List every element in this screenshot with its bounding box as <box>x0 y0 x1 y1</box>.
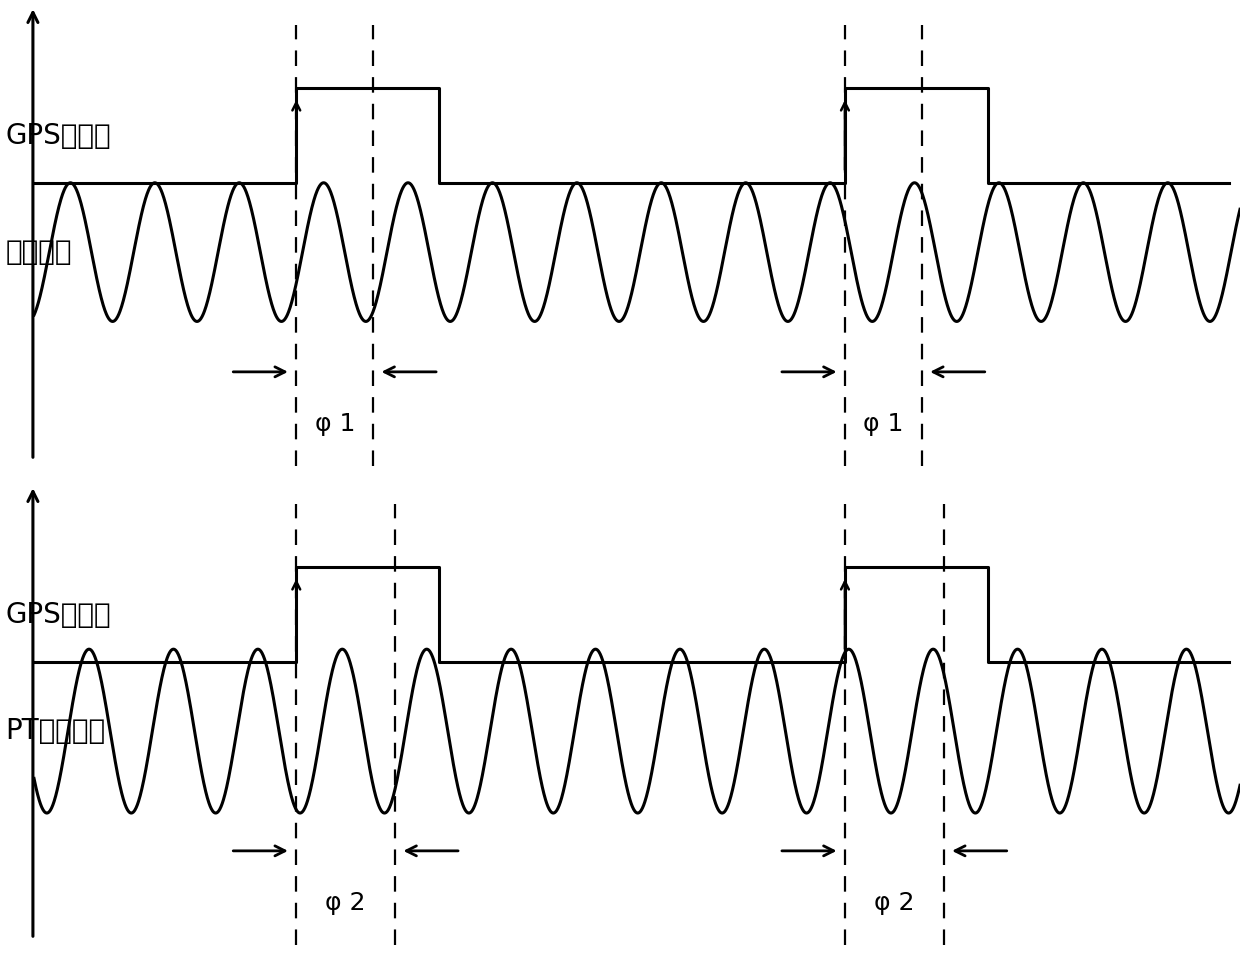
Text: PT参考信号: PT参考信号 <box>5 718 105 745</box>
Text: φ 1: φ 1 <box>863 412 904 436</box>
Text: 泄露电流: 泄露电流 <box>5 239 72 266</box>
Text: GPS秒脉冲: GPS秒脉冲 <box>5 122 112 149</box>
Text: GPS秒脉冲: GPS秒脉冲 <box>5 601 112 628</box>
Text: φ 2: φ 2 <box>325 891 366 915</box>
Text: φ 2: φ 2 <box>874 891 915 915</box>
Text: φ 1: φ 1 <box>315 412 355 436</box>
